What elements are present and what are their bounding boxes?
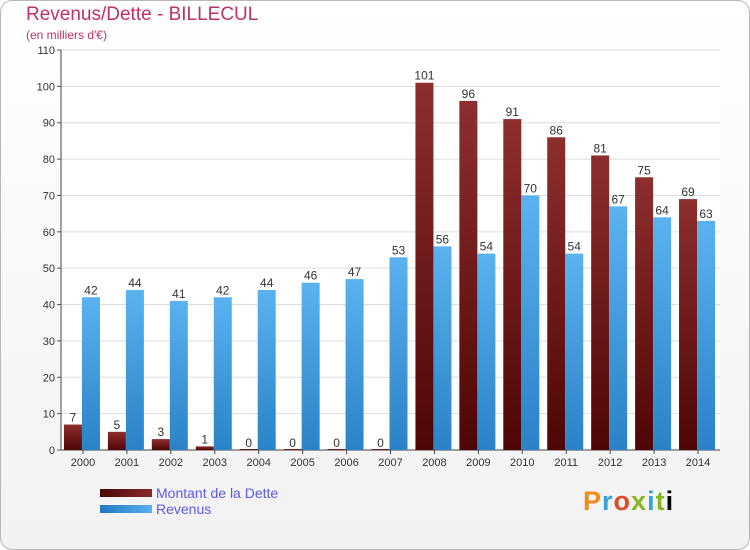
legend-label-dette: Montant de la Dette (156, 485, 279, 501)
y-tick-label: 0 (49, 445, 55, 457)
bar-dette (107, 431, 126, 450)
data-label-revenus: 41 (172, 287, 186, 301)
bar-dette (459, 100, 478, 450)
data-label-revenus: 44 (128, 276, 142, 290)
y-tick-label: 90 (43, 118, 55, 130)
x-tick-label: 2007 (378, 457, 402, 469)
bar-revenus (345, 279, 364, 450)
proxiti-logo: Proxiti (583, 486, 675, 516)
y-tick-label: 70 (43, 190, 55, 202)
bar-dette (371, 449, 390, 450)
data-label-dette: 96 (462, 87, 476, 101)
chart-title: Revenus/Dette - BILLECUL (26, 4, 259, 25)
data-label-dette: 75 (637, 163, 651, 177)
x-tick-label: 2012 (598, 457, 622, 469)
bar-revenus (81, 297, 100, 450)
x-tick-label: 2010 (510, 457, 534, 469)
bar-revenus (697, 220, 716, 450)
data-label-dette: 1 (201, 432, 208, 446)
data-label-dette: 0 (333, 436, 340, 450)
y-tick-label: 110 (37, 45, 55, 57)
data-label-revenus: 42 (84, 283, 98, 297)
data-label-dette: 0 (245, 436, 252, 450)
x-tick-label: 2006 (334, 457, 358, 469)
bar-dette (239, 449, 258, 450)
bar-revenus (301, 282, 320, 450)
bar-revenus (521, 195, 540, 450)
data-label-dette: 7 (70, 411, 77, 425)
y-tick-label: 60 (43, 227, 55, 239)
data-label-revenus: 47 (348, 265, 362, 279)
data-label-dette: 86 (550, 123, 564, 137)
x-tick-label: 2013 (642, 457, 666, 469)
bar-dette (283, 449, 302, 450)
bar-revenus (389, 257, 408, 450)
bar-dette (679, 199, 698, 450)
data-label-revenus: 44 (260, 276, 274, 290)
bar-revenus (257, 290, 276, 450)
y-tick-label: 50 (43, 263, 55, 275)
bar-revenus (433, 246, 452, 450)
y-tick-label: 20 (43, 372, 55, 384)
data-label-dette: 0 (377, 436, 384, 450)
data-label-revenus: 70 (524, 181, 538, 195)
x-tick-label: 2003 (203, 457, 227, 469)
bar-revenus (169, 300, 188, 450)
legend-swatch-dette (100, 489, 152, 497)
data-label-dette: 81 (593, 141, 607, 155)
data-label-dette: 91 (506, 105, 520, 119)
bar-dette (591, 155, 610, 451)
bar-dette (503, 119, 522, 450)
bar-revenus (125, 290, 144, 450)
x-tick-label: 2005 (290, 457, 314, 469)
data-label-dette: 3 (157, 425, 164, 439)
data-label-revenus: 42 (216, 283, 230, 297)
x-tick-label: 2002 (159, 457, 183, 469)
bar-revenus (213, 297, 232, 450)
y-tick-label: 40 (43, 300, 55, 312)
legend-swatch-revenus (100, 505, 152, 513)
data-label-revenus: 54 (568, 240, 582, 254)
bar-dette (151, 439, 170, 450)
x-tick-label: 2011 (554, 457, 578, 469)
bar-dette (63, 424, 82, 450)
bar-revenus (477, 253, 496, 450)
bar-revenus (653, 217, 672, 450)
y-tick-label: 10 (43, 409, 55, 421)
data-label-dette: 0 (289, 436, 296, 450)
x-tick-label: 2001 (115, 457, 139, 469)
bar-dette (195, 446, 214, 450)
x-tick-label: 2009 (466, 457, 490, 469)
data-label-dette: 69 (681, 185, 695, 199)
data-label-dette: 5 (114, 418, 121, 432)
x-tick-label: 2004 (246, 457, 270, 469)
bar-revenus (565, 253, 584, 450)
bar-revenus (609, 206, 628, 450)
x-tick-label: 2014 (686, 457, 710, 469)
data-label-revenus: 56 (436, 232, 450, 246)
bar-dette (415, 82, 434, 451)
data-label-revenus: 64 (655, 203, 669, 217)
data-label-revenus: 67 (611, 192, 625, 206)
bar-dette (635, 177, 654, 451)
bar-dette (547, 137, 566, 451)
bar-dette (327, 449, 346, 450)
data-label-revenus: 63 (699, 207, 713, 221)
x-tick-label: 2008 (422, 457, 446, 469)
x-tick-label: 2000 (71, 457, 95, 469)
y-tick-label: 100 (37, 81, 55, 93)
data-label-dette: 101 (414, 69, 434, 83)
y-tick-label: 80 (43, 154, 55, 166)
y-tick-label: 30 (43, 336, 55, 348)
data-label-revenus: 46 (304, 269, 318, 283)
legend-label-revenus: Revenus (156, 501, 212, 517)
data-label-revenus: 54 (480, 240, 494, 254)
chart-subtitle: (en milliers d'€) (26, 28, 107, 42)
data-label-revenus: 53 (392, 243, 406, 257)
